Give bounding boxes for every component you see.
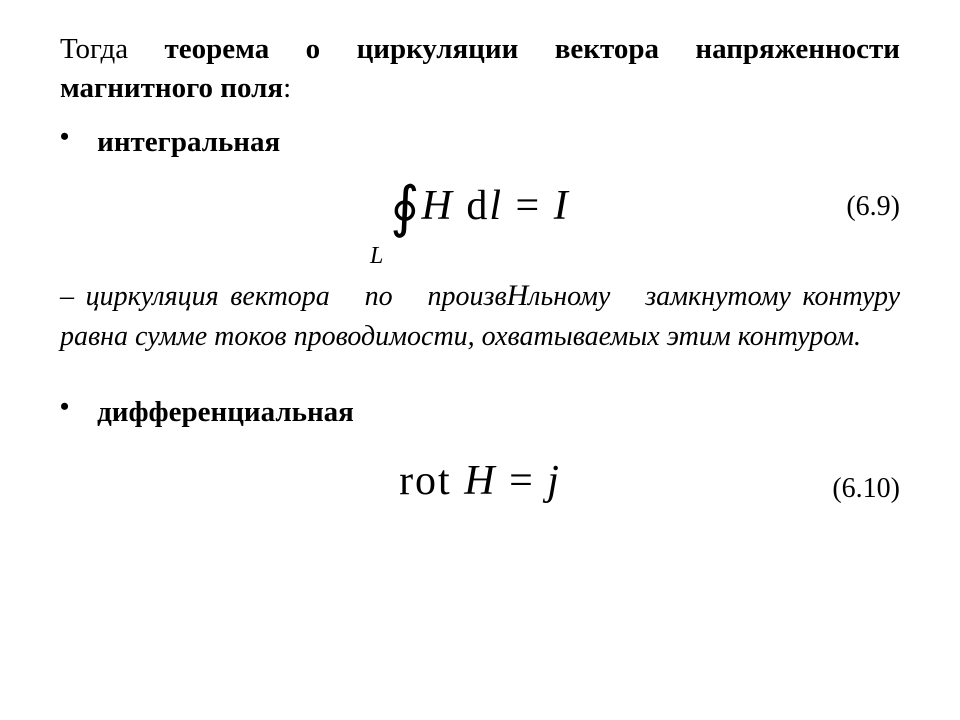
formula-I: I xyxy=(554,183,570,229)
expl-part-c: по xyxy=(365,281,393,312)
expl-part-f: замкнутому xyxy=(645,281,791,312)
bullet-integral-label: интегральная xyxy=(97,126,280,159)
expl-part-a: – циркуляция xyxy=(60,281,219,312)
formula-d: d xyxy=(466,183,489,229)
formula-integral-block: ∮H dl = I L (6.9) xyxy=(60,171,900,281)
formula-l: l xyxy=(489,183,503,229)
bullet-dot-icon: • xyxy=(60,394,69,420)
bullet-dot-icon: • xyxy=(60,124,69,150)
integral-sign-icon: ∮ xyxy=(390,175,421,240)
formula-integral-bound: L xyxy=(370,243,383,270)
explanation-paragraph: – циркуляция вектора по произвHльному за… xyxy=(60,275,900,356)
formula-differential-block: rot H = j (6.10) xyxy=(60,449,900,529)
equation-number-2: (6.10) xyxy=(832,473,900,505)
expl-part-e: льному xyxy=(528,281,610,312)
intro-bold: теорема о циркуляции вектора напряженнос… xyxy=(60,33,900,104)
formula-integral-expression: ∮H dl = I xyxy=(390,177,569,242)
formula-eq: = xyxy=(503,183,554,229)
intro-prefix: Тогда xyxy=(60,33,165,65)
intro-suffix: : xyxy=(283,72,291,104)
bullet-differential-label: дифференциальная xyxy=(97,396,354,429)
formula-H: H xyxy=(421,183,453,229)
formula2-H: H xyxy=(464,458,496,504)
bullet-differential: • дифференциальная xyxy=(60,396,900,429)
bullet-integral: • интегральная xyxy=(60,126,900,159)
expl-vector-H: H xyxy=(507,279,529,312)
formula2-eq: = xyxy=(497,458,548,504)
formula-rot: rot xyxy=(399,458,452,504)
expl-part-b: вектора xyxy=(230,281,330,312)
intro-paragraph: Тогда теорема о циркуляции вектора напря… xyxy=(60,30,900,108)
formula2-j: j xyxy=(547,458,561,504)
expl-part-d: произв xyxy=(428,281,507,312)
equation-number-1: (6.9) xyxy=(846,191,900,223)
formula-differential-expression: rot H = j xyxy=(399,457,561,505)
